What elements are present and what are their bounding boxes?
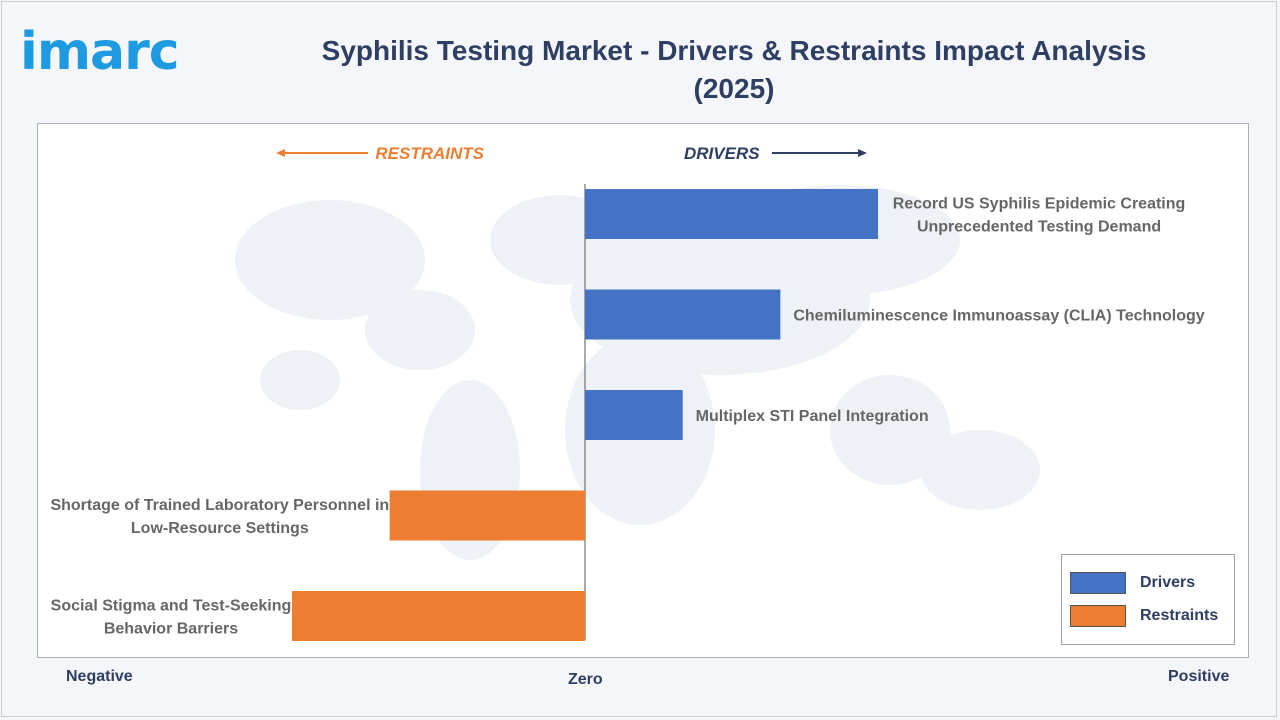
axis-label-zero: Zero [568, 671, 603, 688]
map-backdrop-shape [830, 375, 950, 485]
restraints-direction-label: RESTRAINTS [375, 144, 484, 163]
legend-swatch-restraints [1070, 605, 1126, 627]
legend-label-drivers: Drivers [1140, 574, 1196, 591]
bar-label-3: Shortage of Trained Laboratory Personnel… [50, 497, 389, 537]
map-backdrop-shape [920, 430, 1040, 510]
map-backdrop-shape [260, 350, 340, 410]
bar-label-4: Social Stigma and Test-Seeking Behavior B… [51, 598, 292, 638]
bar-driver-1 [585, 289, 781, 340]
axis-label-negative: Negative [66, 668, 133, 685]
legend-swatch-drivers [1070, 572, 1126, 594]
drivers-arrow-head [858, 149, 867, 157]
bar-driver-0 [585, 189, 879, 239]
bar-driver-2 [585, 390, 683, 440]
axis-label-positive: Positive [1168, 668, 1230, 685]
bar-label-1: Chemiluminescence Immunoassay (CLIA) Tec… [793, 308, 1204, 325]
map-backdrop-shape [365, 290, 475, 370]
bar-label-2: Multiplex STI Panel Integration [696, 408, 929, 425]
legend-item-restraints: Restraints [1070, 604, 1218, 628]
chart-title: Syphilis Testing Market - Drivers & Rest… [321, 35, 1147, 104]
bar-restraint-3 [389, 490, 585, 541]
drivers-direction-label: DRIVERS [684, 144, 760, 163]
bar-restraint-4 [291, 591, 585, 641]
bar-label-0: Record US Syphilis Epidemic Creating Unpr… [893, 196, 1186, 236]
legend-item-drivers: Drivers [1070, 571, 1195, 595]
restraints-arrow-head [276, 149, 285, 157]
map-backdrop-shape [235, 200, 425, 320]
legend-label-restraints: Restraints [1140, 607, 1219, 624]
imarc-logo: imarc [20, 22, 180, 82]
chart-legend: Drivers Restraints [1061, 554, 1235, 645]
